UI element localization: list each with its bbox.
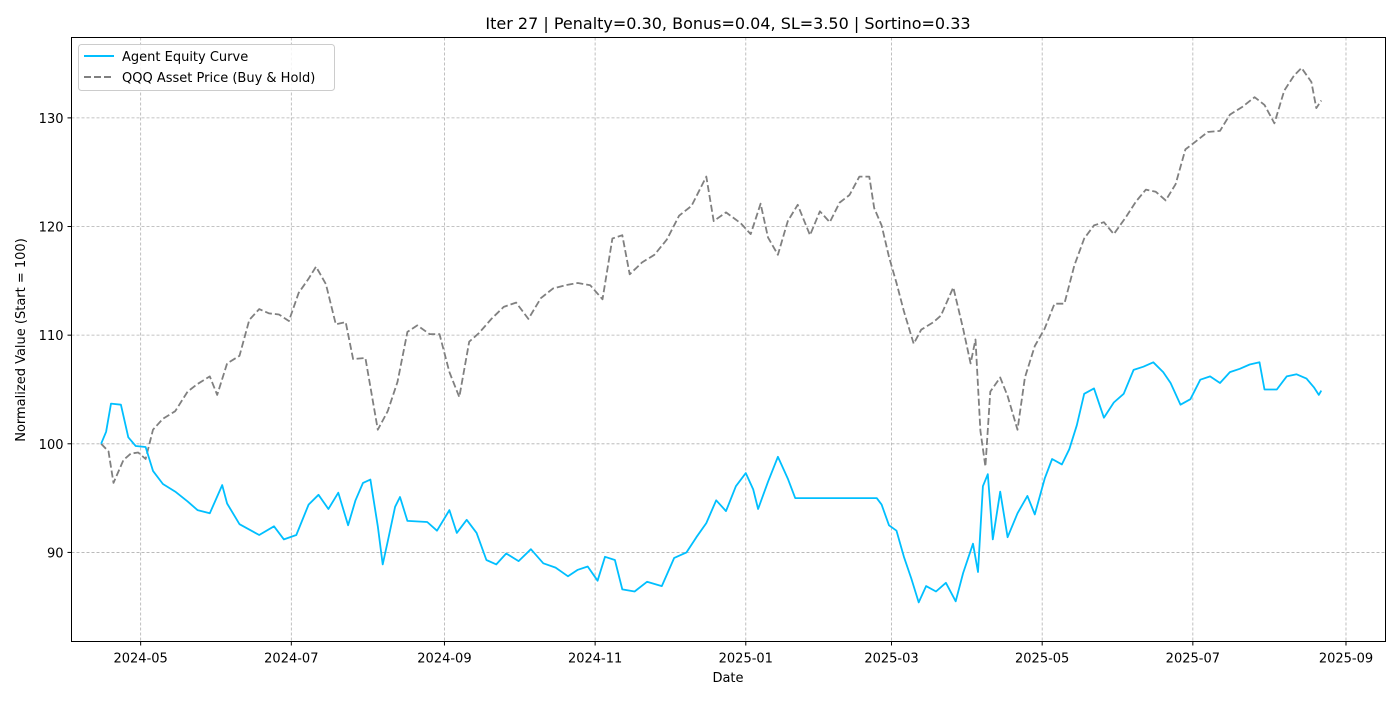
y-tick-label: 110 — [39, 329, 64, 344]
x-tick-label: 2024-07 — [264, 652, 318, 667]
chart-title: Iter 27 | Penalty=0.30, Bonus=0.04, SL=3… — [485, 14, 970, 33]
x-axis: 2024-05 2024-07 2024-09 2024-11 2025-01 2025-… — [113, 641, 1373, 667]
legend-label-agent-equity: Agent Equity Curve — [122, 50, 248, 65]
series-line-qqq-price — [100, 67, 1323, 484]
x-axis-label: Date — [712, 671, 743, 686]
x-tick-label: 2025-03 — [864, 652, 918, 667]
y-tick-label: 90 — [47, 546, 64, 561]
x-tick-label: 2025-07 — [1166, 652, 1220, 667]
legend: Agent Equity Curve QQQ Asset Price (Buy … — [78, 44, 335, 91]
x-tick-label: 2024-11 — [568, 652, 622, 667]
series-layer — [100, 67, 1323, 604]
x-tick-label: 2025-09 — [1319, 652, 1373, 667]
plot-frame — [71, 37, 1386, 642]
legend-label-qqq-price: QQQ Asset Price (Buy & Hold) — [122, 71, 315, 86]
legend-box — [78, 44, 335, 91]
grid — [71, 37, 1386, 642]
x-tick-label: 2025-01 — [719, 652, 773, 667]
y-tick-label: 120 — [39, 221, 64, 236]
x-tick-label: 2025-05 — [1015, 652, 1069, 667]
x-tick-label: 2024-09 — [417, 652, 471, 667]
y-tick-label: 130 — [39, 112, 64, 127]
x-tick-label: 2024-05 — [113, 652, 167, 667]
y-tick-label: 100 — [39, 438, 64, 453]
series-line-agent-equity — [100, 361, 1323, 604]
y-axis-label: Normalized Value (Start = 100) — [14, 238, 29, 442]
y-axis: 90 100 110 120 130 — [39, 112, 72, 561]
